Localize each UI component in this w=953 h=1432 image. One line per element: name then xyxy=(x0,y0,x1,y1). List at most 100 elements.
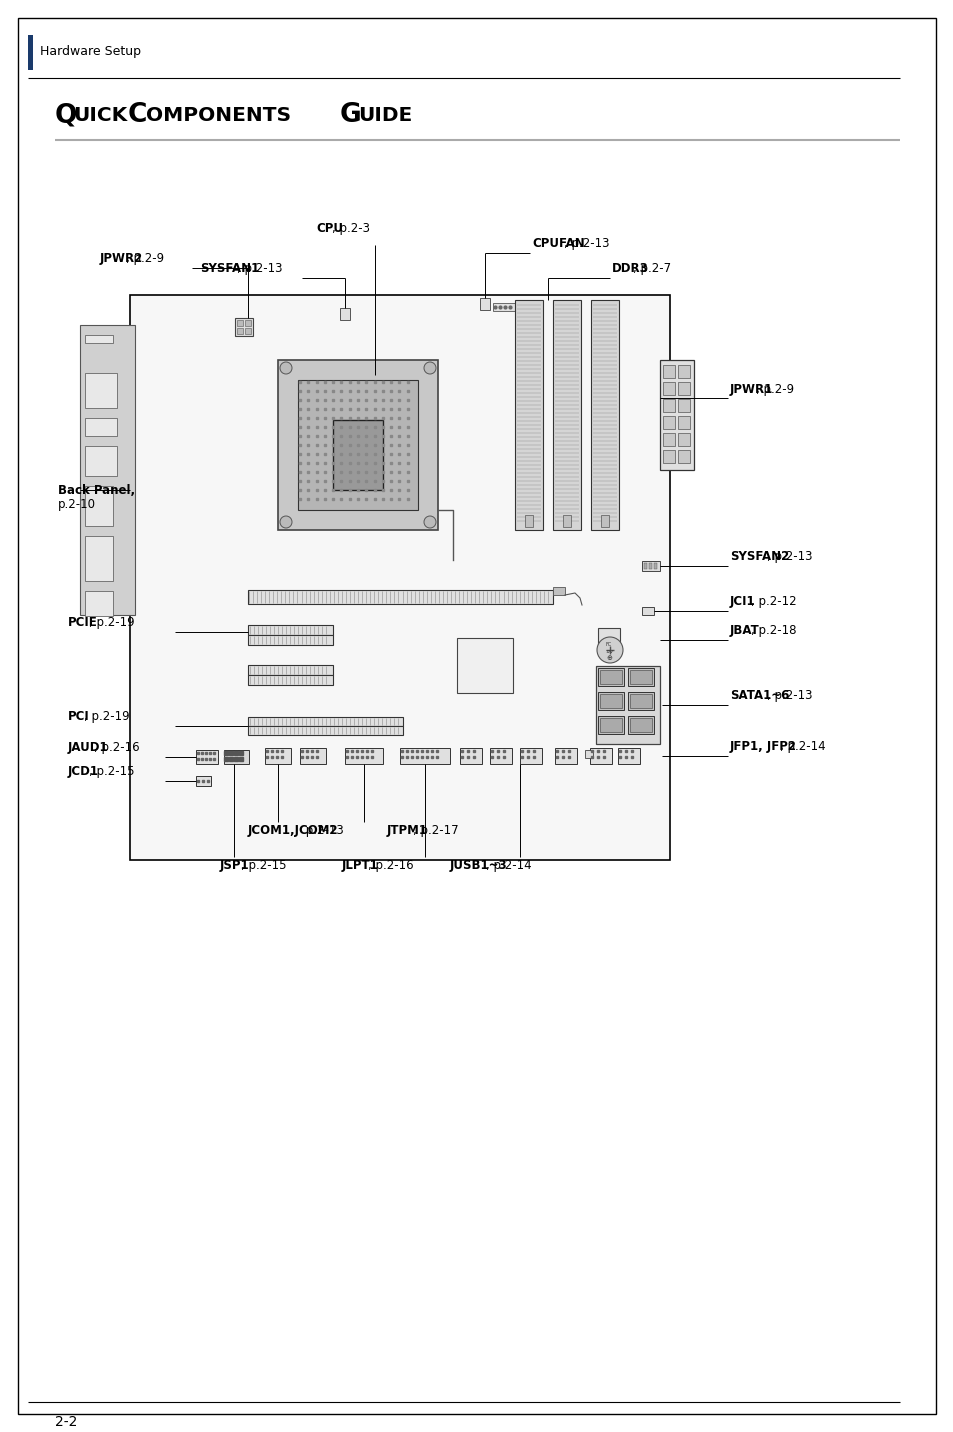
Bar xyxy=(596,666,659,745)
Bar xyxy=(678,382,689,395)
Bar xyxy=(299,748,326,765)
Bar xyxy=(248,634,333,644)
Bar xyxy=(662,365,675,378)
Bar xyxy=(629,695,651,707)
Bar xyxy=(85,335,112,344)
Bar xyxy=(678,432,689,445)
Bar xyxy=(345,748,382,765)
Bar xyxy=(562,516,571,527)
Bar xyxy=(490,748,512,765)
Bar xyxy=(678,450,689,463)
Bar xyxy=(590,299,618,530)
Bar xyxy=(599,670,621,684)
Text: OMPONENTS: OMPONENTS xyxy=(146,106,291,125)
Bar xyxy=(598,629,619,650)
Bar xyxy=(248,726,402,735)
Text: , p.2-17: , p.2-17 xyxy=(413,823,458,836)
Bar xyxy=(277,359,437,530)
Text: PCIE: PCIE xyxy=(68,616,97,629)
Circle shape xyxy=(423,362,436,374)
Text: , p.2-16: , p.2-16 xyxy=(94,740,140,755)
Bar xyxy=(641,561,659,571)
Text: , p.2-7: , p.2-7 xyxy=(633,262,671,275)
Text: , p.2-15: , p.2-15 xyxy=(89,765,134,778)
Bar xyxy=(195,776,211,786)
Text: , p.2-14: , p.2-14 xyxy=(780,740,825,753)
Bar xyxy=(629,670,651,684)
Bar xyxy=(130,295,669,861)
Bar xyxy=(297,379,417,510)
Bar xyxy=(553,299,580,530)
Bar xyxy=(598,716,623,735)
Bar xyxy=(678,400,689,412)
Bar xyxy=(641,607,654,614)
Bar xyxy=(515,299,542,530)
Bar xyxy=(648,563,651,569)
Bar xyxy=(265,748,291,765)
Bar xyxy=(85,591,112,616)
Bar xyxy=(599,695,621,707)
Bar xyxy=(493,304,515,311)
Bar xyxy=(678,365,689,378)
Bar xyxy=(224,750,249,765)
Text: FC: FC xyxy=(605,643,612,647)
Bar xyxy=(618,748,639,765)
Text: 2-2: 2-2 xyxy=(55,1415,77,1429)
Bar xyxy=(248,664,333,674)
Text: , p.2-16: , p.2-16 xyxy=(368,859,414,872)
Text: , p.2-9: , p.2-9 xyxy=(126,252,164,265)
Bar xyxy=(28,34,33,70)
Text: CPUFAN: CPUFAN xyxy=(532,238,584,251)
Bar xyxy=(248,717,402,726)
Circle shape xyxy=(597,637,622,663)
Bar xyxy=(598,667,623,686)
Bar xyxy=(248,624,333,634)
Text: , p.2-14: , p.2-14 xyxy=(485,859,531,872)
Bar xyxy=(248,674,333,684)
Bar xyxy=(234,318,253,337)
Text: ⊕: ⊕ xyxy=(605,654,611,662)
Bar xyxy=(662,400,675,412)
Bar xyxy=(245,328,251,334)
Text: CPU: CPU xyxy=(315,222,343,235)
Bar xyxy=(627,667,654,686)
Text: JSP1: JSP1 xyxy=(220,859,250,872)
Text: PCI: PCI xyxy=(68,710,90,723)
Text: , p.2-19: , p.2-19 xyxy=(84,710,130,723)
Bar xyxy=(236,328,243,334)
Bar xyxy=(598,692,623,710)
Bar xyxy=(85,372,117,408)
Text: JBAT: JBAT xyxy=(729,624,759,637)
Text: JUSB1~3: JUSB1~3 xyxy=(450,859,507,872)
Bar xyxy=(599,717,621,732)
Text: JCOM1,JCOM2: JCOM1,JCOM2 xyxy=(248,823,338,836)
Text: Back Panel,: Back Panel, xyxy=(58,484,135,497)
Bar xyxy=(643,563,646,569)
Bar xyxy=(248,590,553,604)
Text: JCI1: JCI1 xyxy=(729,596,755,609)
Bar xyxy=(80,325,135,614)
Text: , p.2-13: , p.2-13 xyxy=(766,550,812,563)
Bar xyxy=(399,748,450,765)
Bar xyxy=(662,382,675,395)
Text: JTPM1: JTPM1 xyxy=(387,823,428,836)
Text: p.2-13: p.2-13 xyxy=(302,823,344,836)
Text: JCD1: JCD1 xyxy=(68,765,99,778)
Bar xyxy=(662,417,675,430)
Text: JPWR1: JPWR1 xyxy=(729,382,773,397)
Text: , p.2-13: , p.2-13 xyxy=(563,238,608,251)
Bar xyxy=(662,432,675,445)
Bar xyxy=(85,485,112,526)
Text: 12V: 12V xyxy=(605,650,614,654)
Text: , p.2-13: , p.2-13 xyxy=(766,689,812,702)
Bar xyxy=(600,516,608,527)
Bar xyxy=(627,716,654,735)
Bar xyxy=(85,536,112,581)
Bar xyxy=(459,748,481,765)
Text: C: C xyxy=(128,102,147,127)
Text: , p.2-3: , p.2-3 xyxy=(332,222,370,235)
Text: JPWR2: JPWR2 xyxy=(100,252,143,265)
Text: Q: Q xyxy=(55,102,77,127)
Bar xyxy=(519,748,541,765)
Bar xyxy=(456,639,513,693)
